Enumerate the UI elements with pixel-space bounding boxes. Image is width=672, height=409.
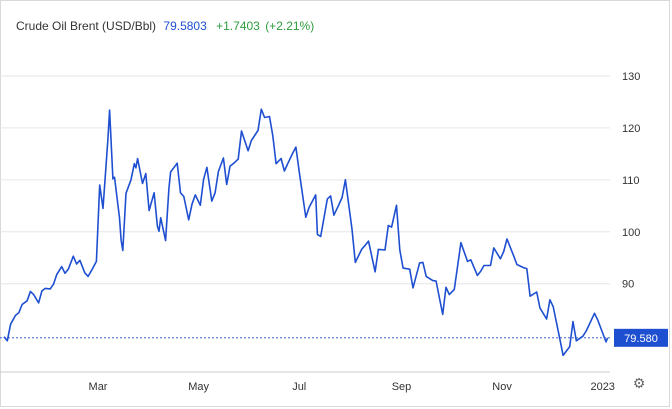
y-tick-label: 110 bbox=[622, 175, 640, 187]
x-tick-label: 2023 bbox=[590, 381, 614, 393]
last-value-label: 79.580 bbox=[624, 333, 658, 345]
x-axis-ticks: Mar May Jul Sep Nov 2023 bbox=[89, 381, 615, 393]
x-tick-label: Nov bbox=[492, 381, 512, 393]
x-tick-label: Jul bbox=[292, 381, 306, 393]
x-tick-label: May bbox=[188, 381, 209, 393]
price-change-percent: (+2.21%) bbox=[265, 19, 315, 33]
y-axis-ticks: 90 100 110 120 130 bbox=[622, 71, 640, 291]
gear-icon[interactable]: ⚙ bbox=[632, 375, 646, 391]
x-tick-label: Sep bbox=[392, 381, 412, 393]
x-tick-label: Mar bbox=[89, 381, 108, 393]
y-tick-label: 120 bbox=[622, 123, 640, 135]
instrument-name: Crude Oil Brent (USD/Bbl) bbox=[16, 19, 157, 33]
gridlines bbox=[0, 75, 610, 373]
price-change: +1.7403 bbox=[216, 19, 260, 33]
last-value-badge-bg bbox=[614, 328, 668, 347]
series-line[interactable] bbox=[3, 108, 609, 357]
last-price: 79.5803 bbox=[163, 19, 207, 33]
chart-header: Crude Oil Brent (USD/Bbl) 79.5803 +1.740… bbox=[16, 19, 314, 33]
y-tick-label: 130 bbox=[622, 71, 640, 83]
y-tick-label: 100 bbox=[622, 227, 640, 239]
y-tick-label: 90 bbox=[622, 279, 634, 291]
last-value-badge: 79.580 bbox=[614, 328, 668, 347]
